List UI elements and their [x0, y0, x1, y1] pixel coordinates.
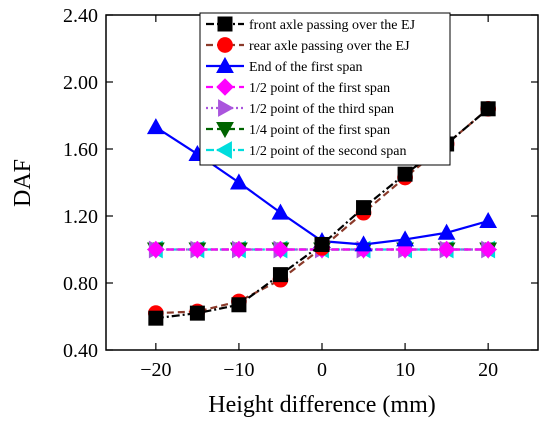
data-point — [271, 240, 290, 259]
legend-label: End of the first span — [249, 60, 363, 75]
legend-entry: 1/2 point of the third span — [206, 99, 394, 117]
x-axis-label: Height difference (mm) — [208, 392, 435, 418]
legend-entry: 1/2 point of the first span — [206, 78, 390, 96]
y-tick-label: 0.80 — [63, 273, 98, 295]
y-tick-label: 0.40 — [63, 340, 98, 362]
legend-box — [199, 12, 451, 166]
data-point — [396, 240, 414, 259]
y-tick-label: 1.20 — [63, 206, 98, 228]
legend-label: 1/2 point of the first span — [249, 81, 390, 96]
legend-marker — [217, 37, 233, 53]
data-point — [397, 166, 413, 182]
y-tick-label: 2.00 — [63, 72, 98, 94]
legend-label: rear axle passing over the EJ — [249, 39, 410, 54]
legend-entry: rear axle passing over the EJ — [206, 37, 410, 54]
legend-entry: 1/2 point of the second span — [206, 141, 406, 159]
legend-marker — [217, 16, 233, 32]
legend-label: front axle passing over the EJ — [249, 18, 416, 33]
legend-marker — [218, 99, 235, 117]
legend-marker — [215, 141, 232, 159]
data-point — [188, 240, 207, 259]
data-point — [230, 173, 248, 190]
series-line — [155, 107, 489, 320]
data-point — [230, 240, 248, 259]
y-tick-label: 2.40 — [63, 5, 98, 27]
legend-marker — [216, 56, 234, 73]
legend-entry: front axle passing over the EJ — [206, 16, 416, 33]
series-line — [155, 107, 489, 315]
data-point — [354, 235, 373, 252]
legend-label: 1/2 point of the third span — [249, 102, 394, 117]
data-point — [437, 240, 456, 259]
x-tick-label: −20 — [140, 359, 171, 381]
legend-entry: 1/4 point of the first span — [206, 122, 390, 139]
data-point — [356, 200, 372, 216]
data-point — [147, 240, 165, 259]
data-point — [396, 230, 414, 247]
x-tick-label: 0 — [317, 359, 327, 381]
data-point — [271, 203, 290, 220]
axis-ticks: −20 −10 0 10 20 0.40 0.80 1.20 1.60 2.00 2.40 — [63, 5, 538, 381]
data-point — [479, 240, 497, 259]
data-point — [437, 223, 456, 240]
y-tick-label: 1.60 — [63, 139, 98, 161]
y-axis-label: DAF — [10, 159, 36, 207]
legend-marker — [216, 122, 234, 139]
data-point — [231, 297, 247, 313]
legend-label: 1/4 point of the first span — [249, 123, 390, 138]
x-tick-label: −10 — [223, 359, 254, 381]
data-point — [314, 236, 330, 252]
data-point — [146, 118, 165, 135]
series-layer — [146, 100, 498, 326]
legend-entry: End of the first span — [206, 56, 363, 75]
legend-label: 1/2 point of the second span — [249, 144, 406, 159]
data-point — [148, 310, 164, 326]
data-point — [480, 101, 496, 117]
x-tick-label: 10 — [395, 359, 415, 381]
legend: front axle passing over the EJ rear axle … — [199, 12, 451, 166]
data-point — [479, 211, 498, 228]
series-0 — [148, 101, 496, 326]
data-point — [189, 305, 205, 321]
x-tick-label: 20 — [478, 359, 498, 381]
data-point — [272, 267, 288, 283]
legend-marker — [216, 78, 234, 96]
